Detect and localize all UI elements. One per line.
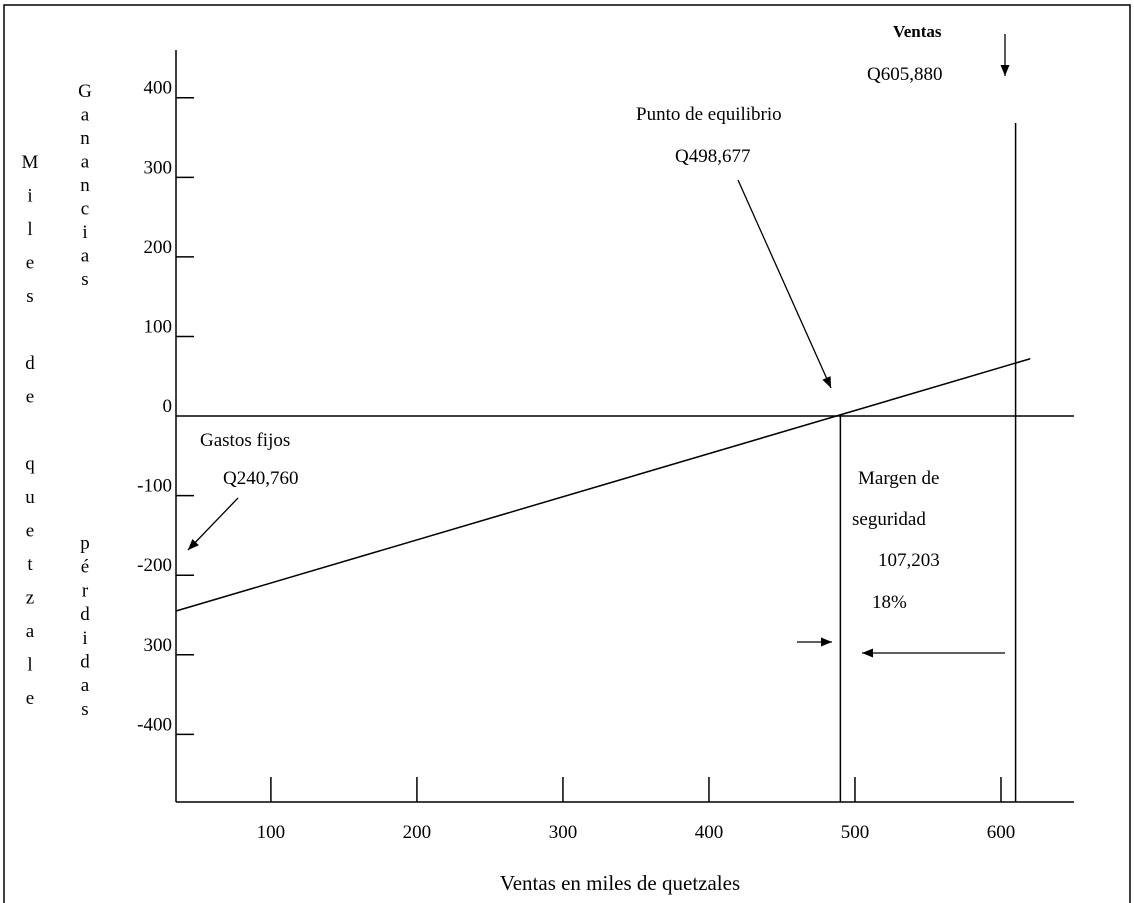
y-axis-profit-char: c — [81, 199, 89, 220]
margin-value: 107,203 — [878, 550, 940, 571]
y-axis-title-char: l — [27, 655, 32, 676]
y-axis-profit-char: i — [82, 222, 87, 243]
x-tick-label: 200 — [403, 822, 432, 843]
y-axis-profit-char: s — [81, 269, 88, 290]
margin-percent: 18% — [872, 592, 907, 613]
breakeven-arrow-head — [822, 376, 831, 388]
margin-label-2: seguridad — [852, 509, 926, 530]
sales-value: Q605,880 — [867, 64, 942, 85]
y-tick-label: 400 — [144, 78, 173, 99]
y-axis-profit-char: a — [81, 105, 90, 126]
chart-frame — [3, 4, 1131, 903]
y-tick-label: -400 — [137, 714, 172, 735]
breakeven-value: Q498,677 — [675, 146, 750, 167]
y-axis-title-char: M — [22, 152, 39, 173]
y-axis-title-char: z — [26, 588, 34, 609]
y-axis-title-char: e — [26, 387, 34, 408]
x-tick-label: 300 — [549, 822, 578, 843]
y-axis-loss-char: é — [81, 557, 89, 578]
y-tick-label: -100 — [137, 476, 172, 497]
y-tick-label: 0 — [163, 396, 173, 417]
fixed-costs-arrow-head — [188, 538, 199, 550]
y-axis-title-char: d — [25, 353, 35, 374]
y-axis-loss-char: r — [82, 580, 89, 601]
breakeven-label: Punto de equilibrio — [636, 104, 782, 125]
sales-label: Ventas — [893, 22, 942, 41]
y-axis-title-char: q — [25, 454, 35, 475]
y-axis-title-char: e — [26, 688, 34, 709]
x-tick-label: 600 — [987, 822, 1016, 843]
y-tick-label: 300 — [144, 635, 173, 656]
y-axis-loss-char: p — [80, 533, 90, 554]
y-axis-profit-char: G — [78, 81, 92, 102]
y-tick-label: -200 — [137, 555, 172, 576]
margin-arrow-right-head — [862, 648, 873, 658]
y-axis-title-char: i — [27, 186, 32, 207]
x-tick-label: 500 — [841, 822, 870, 843]
x-tick-label: 100 — [257, 822, 286, 843]
y-axis-title-char: s — [26, 286, 33, 307]
x-axis-title: Ventas en miles de quetzales — [500, 871, 740, 895]
y-tick-label: 200 — [144, 237, 173, 258]
margin-arrow-left-head — [821, 637, 832, 647]
margin-label-1: Margen de — [858, 468, 939, 489]
chart-dynamic-layer: 400 300 200 100 0 -100 -200 300 -400 100 200 300 400… — [22, 34, 1074, 843]
y-axis-profit-char: a — [81, 152, 90, 173]
y-axis-title-char: e — [26, 253, 34, 274]
y-axis-loss-char: a — [81, 675, 90, 696]
y-axis-loss-char: d — [80, 604, 90, 625]
profit-line — [175, 358, 1031, 612]
y-axis-loss-char: s — [81, 699, 88, 720]
fixed-costs-label: Gastos fijos — [200, 430, 290, 451]
y-axis-title-char: e — [26, 521, 34, 542]
fixed-costs-value: Q240,760 — [223, 468, 298, 489]
y-axis-profit-char: n — [80, 128, 90, 149]
y-axis-loss-char: d — [80, 652, 90, 673]
breakeven-arrow — [737, 179, 832, 389]
y-axis-loss-char: i — [82, 628, 87, 649]
y-axis-title-char: t — [27, 554, 33, 575]
y-axis-profit-char: a — [81, 246, 90, 267]
y-tick-label: 300 — [144, 157, 173, 178]
fixed-costs-arrow — [187, 497, 239, 551]
y-axis-title-char: a — [26, 621, 35, 642]
y-tick-label: 100 — [144, 316, 173, 337]
y-axis-title-char: l — [27, 219, 32, 240]
y-axis-profit-char: n — [80, 175, 90, 196]
y-axis-title-char: u — [25, 487, 35, 508]
x-tick-label: 400 — [695, 822, 724, 843]
sales-arrow-head — [1000, 65, 1010, 76]
